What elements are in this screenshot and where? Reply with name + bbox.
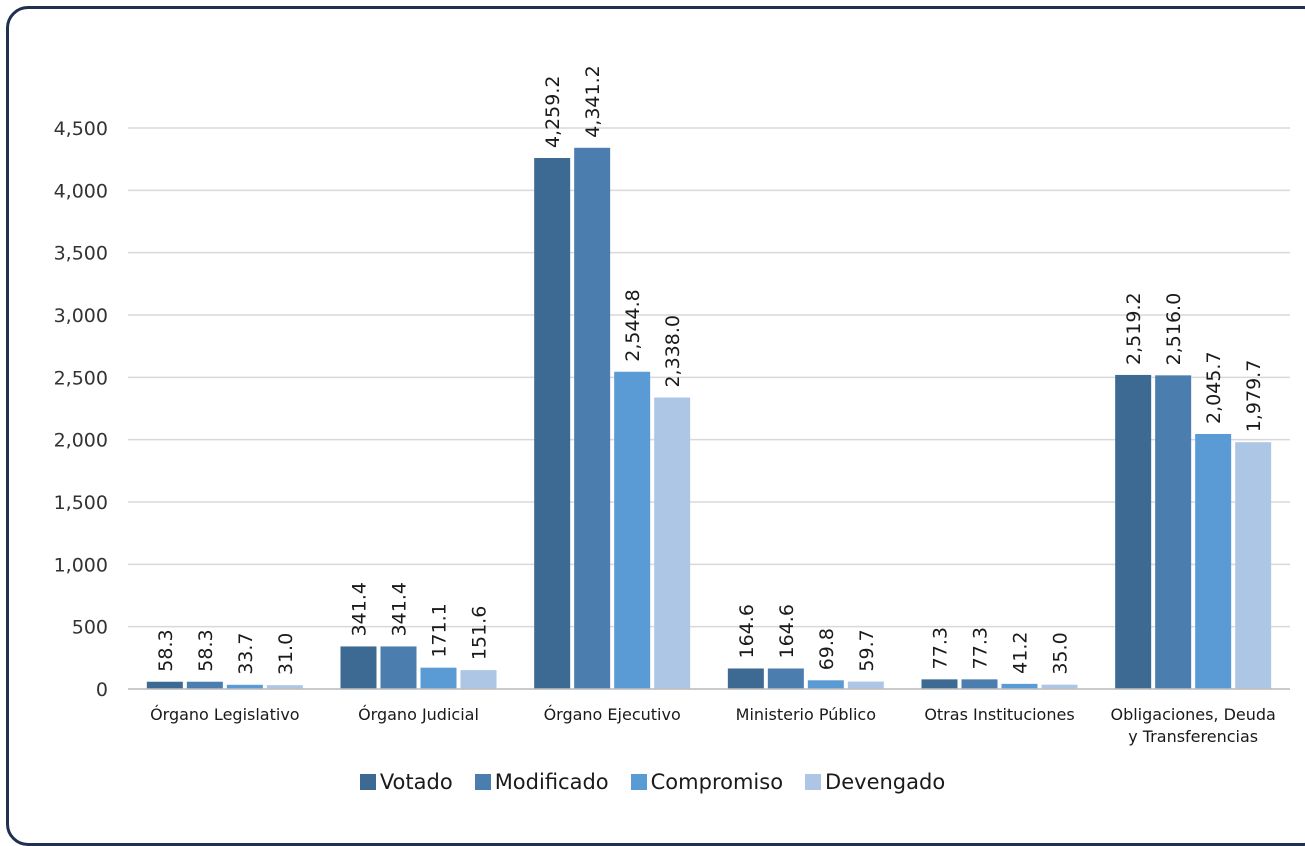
legend-item-modificado: Modificado: [474, 770, 609, 794]
data-label: 69.8: [816, 628, 838, 670]
data-label: 164.6: [776, 604, 798, 658]
legend-label-votado: Votado: [379, 770, 453, 794]
bar: [460, 670, 497, 689]
legend-label-compromiso: Compromiso: [650, 770, 784, 794]
legend-swatch-compromiso: [630, 774, 647, 790]
data-label: 2,338.0: [662, 315, 684, 388]
data-label: 341.4: [349, 582, 371, 636]
data-label: 171.1: [429, 603, 451, 657]
legend-label-devengado: Devengado: [825, 770, 946, 794]
y-tick-label: 1,000: [54, 554, 108, 576]
x-tick-label: Otras Instituciones: [924, 705, 1074, 724]
bar: [1041, 684, 1078, 689]
data-label: 77.3: [930, 627, 952, 669]
data-label: 151.6: [469, 606, 491, 660]
x-tick-label: Obligaciones, Deuda: [1110, 705, 1275, 724]
x-tick-label: Órgano Ejecutivo: [544, 705, 681, 724]
legend-item-votado: Votado: [359, 770, 453, 794]
legend-swatch-devengado: [805, 774, 822, 790]
bar: [921, 679, 958, 689]
bar: [727, 668, 764, 689]
data-label: 2,045.7: [1203, 351, 1225, 424]
data-label: 2,519.2: [1123, 292, 1145, 365]
bar: [807, 680, 844, 689]
data-label: 31.0: [275, 633, 297, 675]
data-label: 164.6: [736, 604, 758, 658]
y-tick-label: 4,500: [54, 118, 108, 140]
bar: [574, 147, 611, 690]
data-label: 41.2: [1010, 632, 1032, 674]
y-tick-label: 0: [96, 679, 108, 701]
legend-label-modificado: Modificado: [494, 770, 609, 794]
y-tick-label: 2,500: [54, 367, 108, 389]
data-label: 58.3: [155, 629, 177, 671]
bar: [961, 679, 998, 689]
y-tick-label: 4,000: [54, 180, 108, 202]
y-tick-label: 2,000: [54, 430, 108, 452]
bar: [146, 681, 183, 689]
bar: [420, 667, 457, 689]
legend: Votado Modificado Compromiso Devengado: [0, 770, 1305, 794]
bar: [1195, 433, 1232, 689]
bar-chart: 0 500 1,000 1,500 2,000 2,500 3,000 3,500 4,000 4…: [54, 65, 1290, 746]
bar: [654, 397, 691, 689]
bar: [266, 685, 303, 689]
x-tick-label: y Transferencias: [1128, 727, 1258, 746]
legend-swatch-modificado: [474, 774, 491, 790]
bar: [380, 646, 417, 689]
bar: [186, 681, 223, 689]
data-label: 2,544.8: [622, 289, 644, 362]
data-label: 2,516.0: [1163, 293, 1185, 366]
x-tick-label: Ministerio Público: [736, 705, 876, 724]
data-label: 59.7: [856, 629, 878, 671]
bar: [767, 668, 804, 689]
y-tick-label: 500: [72, 617, 108, 639]
data-label: 33.7: [235, 632, 257, 674]
data-label: 77.3: [970, 627, 992, 669]
legend-item-devengado: Devengado: [805, 770, 945, 794]
bar: [534, 158, 571, 690]
data-label: 35.0: [1050, 632, 1072, 674]
bar: [1115, 374, 1152, 689]
x-tick-label: Órgano Legislativo: [150, 705, 300, 724]
bar: [1235, 442, 1272, 689]
bar: [1001, 683, 1038, 689]
data-label: 4,341.2: [582, 65, 604, 138]
bar: [847, 681, 884, 689]
bar: [340, 646, 377, 689]
data-label: 1,979.7: [1243, 360, 1265, 433]
y-tick-label: 1,500: [54, 492, 108, 514]
legend-swatch-votado: [359, 774, 376, 790]
y-tick-label: 3,000: [54, 305, 108, 327]
data-label: 58.3: [195, 629, 217, 671]
bar: [614, 371, 651, 689]
legend-item-compromiso: Compromiso: [630, 770, 784, 794]
bar: [226, 684, 263, 689]
data-label: 4,259.2: [542, 75, 564, 148]
x-tick-label: Órgano Judicial: [358, 705, 479, 724]
y-tick-label: 3,500: [54, 243, 108, 265]
bar: [1155, 375, 1192, 689]
data-label: 341.4: [389, 582, 411, 636]
